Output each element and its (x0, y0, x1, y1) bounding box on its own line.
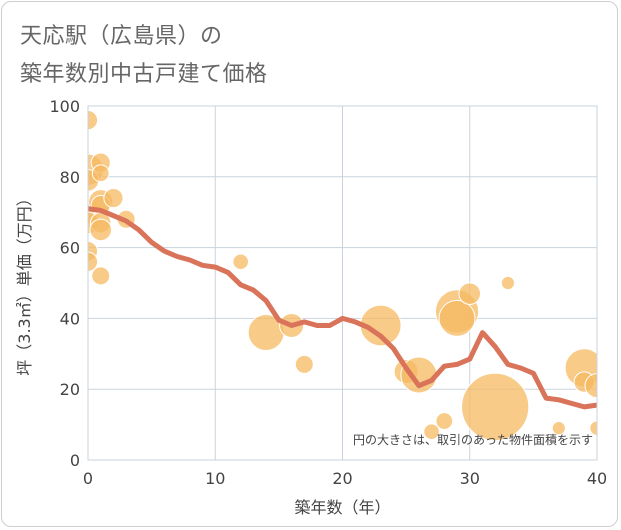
bubble-point (423, 423, 440, 440)
axis-ticks: 0 10 20 30 40 0 20 40 60 80 100 (49, 97, 607, 488)
bubble-point (551, 421, 566, 436)
transaction-bubbles (88, 110, 597, 441)
x-tick-label: 40 (587, 469, 607, 488)
bubble-point (232, 253, 249, 271)
y-tick-label: 80 (60, 168, 80, 187)
bubble-point (103, 187, 124, 209)
bubble-point (458, 282, 482, 305)
plot-border (87, 105, 598, 461)
average-price-line (88, 206, 597, 410)
bubble-point (584, 373, 597, 399)
x-tick-label: 30 (460, 469, 480, 488)
x-tick-label: 20 (332, 469, 352, 488)
bubble-point (435, 412, 454, 430)
bubble-size-note: 円の大きさは、取引のあった物件面積を示す (353, 432, 593, 447)
y-tick-label: 40 (60, 309, 80, 328)
y-tick-label: 20 (60, 380, 80, 399)
x-tick-label: 0 (83, 469, 93, 488)
y-tick-label: 100 (49, 97, 80, 116)
average-line-group (88, 206, 597, 410)
bubble-point (461, 372, 530, 441)
bubble-point (500, 275, 516, 291)
bubble-point (438, 299, 476, 337)
y-tick-label: 60 (60, 239, 80, 258)
chart-title-line-1: 天応駅（広島県）の (20, 24, 223, 49)
bubble-point (89, 218, 113, 242)
bubble-point (294, 354, 314, 374)
chart-title-line-2: 築年数別中古戸建て価格 (20, 62, 268, 87)
x-tick-label: 10 (205, 469, 225, 488)
plot-frame (87, 105, 598, 461)
x-axis-title: 築年数（年） (294, 498, 390, 517)
y-tick-label: 0 (70, 451, 80, 470)
bubble-point (91, 266, 111, 286)
bubble-point (91, 164, 110, 183)
y-axis-title: 坪（3.3㎡）単価（万円） (15, 190, 34, 375)
